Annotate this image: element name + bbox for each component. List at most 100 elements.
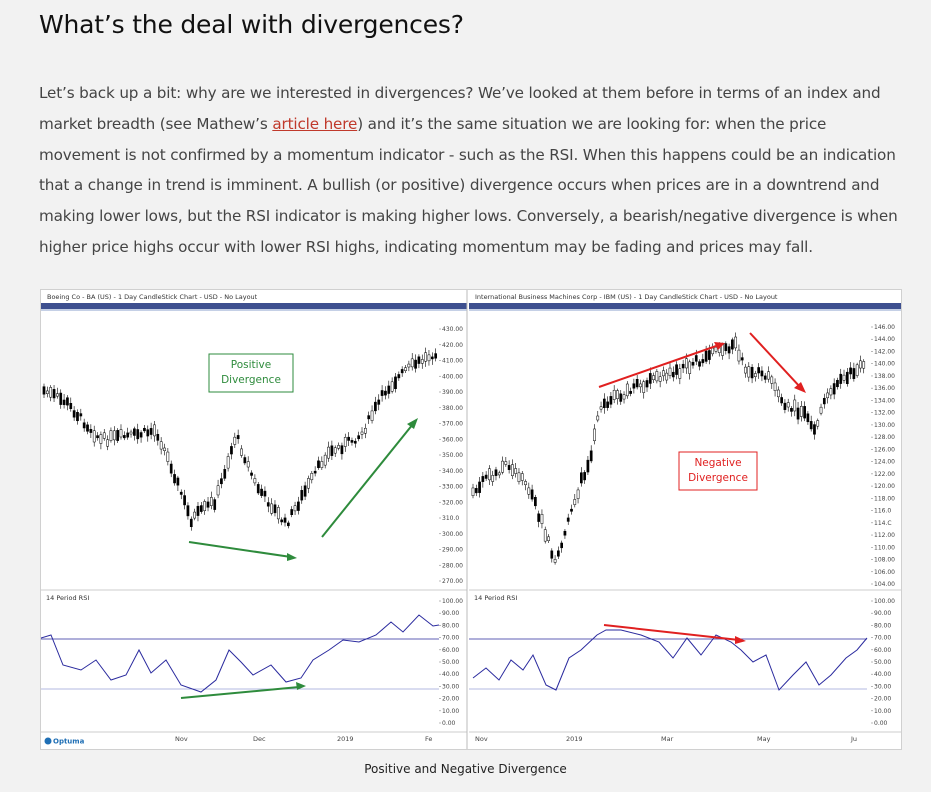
right-candle bbox=[714, 347, 718, 352]
right-candle bbox=[606, 401, 609, 408]
left-candle bbox=[169, 463, 173, 474]
right-candle bbox=[583, 472, 586, 481]
left-rsi-tick-label: 50.00 bbox=[442, 659, 459, 666]
left-candle bbox=[166, 451, 170, 462]
right-candle bbox=[560, 542, 563, 549]
left-candles bbox=[42, 347, 438, 531]
right-rsi-axis: 100.00 90.00 80.00 70.00 60.00 50.00 40.00 30.0… bbox=[871, 598, 895, 727]
right-candle bbox=[685, 358, 688, 369]
left-annotation-line1: Positive bbox=[231, 359, 271, 371]
right-price-tick-label: 140.00 bbox=[874, 361, 895, 368]
left-x-label-0: Nov bbox=[175, 735, 188, 743]
left-candle bbox=[320, 461, 324, 468]
left-candle bbox=[153, 424, 156, 437]
left-candle bbox=[49, 387, 53, 398]
left-candle bbox=[173, 474, 176, 484]
right-price-tick-label: 116.0 bbox=[874, 508, 891, 515]
right-candle bbox=[635, 379, 639, 388]
right-x-label-4: Ju bbox=[850, 735, 857, 743]
left-candle bbox=[246, 461, 250, 468]
right-annotation-box bbox=[678, 451, 758, 491]
right-candle bbox=[507, 465, 511, 470]
right-candle bbox=[639, 383, 642, 388]
article-heading: What’s the deal with divergences? bbox=[39, 10, 464, 39]
right-candle bbox=[537, 513, 541, 522]
right-candle bbox=[786, 402, 790, 408]
right-candle bbox=[862, 361, 866, 369]
left-candle bbox=[364, 427, 367, 434]
right-candle bbox=[511, 464, 514, 476]
left-candle bbox=[427, 354, 431, 362]
left-x-label-3: Fe bbox=[425, 735, 432, 743]
left-candle bbox=[256, 484, 260, 494]
right-candle bbox=[668, 367, 672, 376]
right-candle bbox=[540, 514, 544, 524]
right-candle bbox=[596, 415, 600, 421]
left-candle bbox=[313, 470, 317, 474]
left-candle bbox=[106, 439, 109, 447]
left-candle bbox=[347, 436, 350, 441]
right-rsi-tick-label: 30.00 bbox=[874, 683, 891, 690]
right-candle bbox=[514, 468, 518, 474]
right-rsi-tick-label: 70.00 bbox=[874, 635, 891, 642]
article-link[interactable]: article here bbox=[272, 114, 358, 133]
right-price-tick-label: 110.00 bbox=[874, 544, 895, 551]
right-candle bbox=[744, 366, 747, 374]
right-candle bbox=[737, 349, 741, 362]
right-candle bbox=[822, 397, 826, 405]
left-price-tick-label: 350.00 bbox=[442, 452, 463, 459]
left-candle bbox=[146, 429, 150, 437]
right-candle bbox=[796, 407, 800, 420]
left-candle bbox=[243, 457, 247, 464]
left-price-tick-label: 420.00 bbox=[442, 342, 463, 349]
right-candle bbox=[576, 489, 580, 499]
left-x-label-2: 2019 bbox=[337, 735, 354, 743]
right-price-tick-label: 118.00 bbox=[874, 495, 895, 502]
right-candle bbox=[652, 375, 655, 381]
left-candle bbox=[327, 446, 330, 459]
left-candle bbox=[357, 435, 361, 440]
left-candle bbox=[223, 469, 227, 479]
left-candle bbox=[280, 519, 284, 523]
left-price-axis: 430.00 420.00 410.00 400.00 390.00 380.00 370.… bbox=[439, 326, 463, 585]
left-candle bbox=[193, 511, 196, 519]
right-candle bbox=[767, 371, 770, 380]
left-rsi-divergence-line bbox=[180, 686, 300, 699]
right-candle bbox=[688, 361, 692, 374]
right-candle bbox=[836, 379, 839, 388]
left-candle bbox=[45, 390, 49, 394]
left-candle bbox=[290, 509, 294, 515]
right-candle bbox=[724, 343, 728, 351]
right-candle bbox=[602, 398, 606, 408]
right-candle bbox=[593, 428, 596, 442]
paragraph-body: ) and it’s the same situation we are loo… bbox=[39, 114, 898, 256]
left-candle bbox=[109, 430, 113, 441]
right-candle bbox=[625, 383, 629, 397]
right-candle bbox=[754, 373, 757, 377]
left-candle bbox=[122, 435, 126, 439]
left-price-tick-label: 310.0 bbox=[442, 515, 459, 522]
left-candle bbox=[266, 502, 270, 507]
right-price-tick-label: 144.00 bbox=[874, 336, 895, 343]
right-candle bbox=[527, 487, 531, 495]
right-candle bbox=[829, 388, 833, 396]
left-candle bbox=[310, 473, 314, 481]
left-candle bbox=[323, 454, 327, 466]
left-candle bbox=[330, 445, 334, 456]
right-candle bbox=[501, 460, 504, 473]
left-trend-line bbox=[321, 423, 414, 538]
right-candle bbox=[524, 481, 527, 486]
right-candle bbox=[557, 550, 560, 557]
left-candle bbox=[92, 430, 96, 443]
left-candle bbox=[126, 432, 130, 438]
left-candle bbox=[79, 413, 83, 417]
right-drop-arrow bbox=[749, 332, 802, 389]
right-chart-panel: International Business Machines Corp - I… bbox=[469, 290, 901, 749]
left-candle bbox=[76, 412, 79, 422]
left-candle bbox=[233, 436, 237, 445]
left-candle bbox=[210, 497, 213, 506]
left-candle bbox=[149, 428, 153, 435]
right-candle bbox=[760, 370, 764, 377]
right-candle bbox=[803, 406, 806, 419]
right-candle bbox=[770, 376, 774, 384]
